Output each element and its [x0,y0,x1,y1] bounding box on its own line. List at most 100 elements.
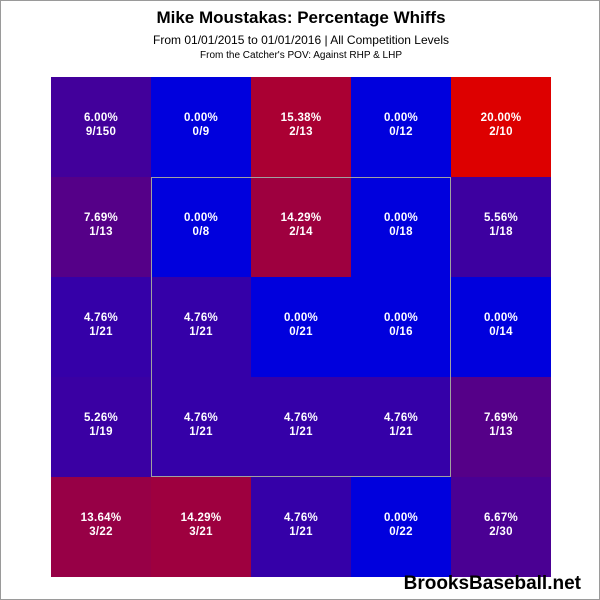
zone-cell-label: 6.00% 9/150 [51,111,151,139]
whiff-percentage: 15.38% [280,112,322,124]
zone-cell-r1-c3: 15.38% 2/13 [251,77,351,177]
whiff-percentage: 4.76% [283,412,319,424]
whiff-count: 1/13 [89,226,113,238]
whiff-count: 0/14 [489,326,513,338]
whiff-percentage: 0.00% [283,312,319,324]
zone-cell-label: 0.00% 0/9 [151,111,251,139]
whiff-percentage: 13.64% [80,512,122,524]
whiff-percentage: 4.76% [283,512,319,524]
whiff-count: 0/16 [389,326,413,338]
zone-cell-label: 0.00% 0/18 [351,211,451,239]
whiff-count: 1/19 [89,426,113,438]
whiff-count: 3/21 [189,526,213,538]
whiff-count: 3/22 [89,526,113,538]
zone-cell-label: 5.56% 1/18 [451,211,551,239]
zone-cell-label: 20.00% 2/10 [451,111,551,139]
whiff-count: 1/18 [489,226,513,238]
whiff-count: 0/21 [289,326,313,338]
whiff-percentage: 4.76% [383,412,419,424]
whiff-count: 1/21 [189,426,213,438]
whiff-count: 1/21 [89,326,113,338]
zone-cell-label: 4.76% 1/21 [251,411,351,439]
whiff-percentage: 0.00% [183,112,219,124]
whiff-count: 0/18 [389,226,413,238]
zone-cell-r3-c4: 0.00% 0/16 [351,277,451,377]
zone-cell-r1-c4: 0.00% 0/12 [351,77,451,177]
whiff-count: 2/13 [289,126,313,138]
zone-cell-r1-c1: 6.00% 9/150 [51,77,151,177]
zone-cell-r2-c4: 0.00% 0/18 [351,177,451,277]
zone-cell-label: 14.29% 2/14 [251,211,351,239]
zone-cell-label: 0.00% 0/21 [251,311,351,339]
zone-cell-label: 0.00% 0/22 [351,511,451,539]
zone-cell-label: 0.00% 0/8 [151,211,251,239]
zone-cell-r5-c5: 6.67% 2/30 [451,477,551,577]
whiff-percentage: 5.26% [83,412,119,424]
zone-cell-r5-c4: 0.00% 0/22 [351,477,451,577]
watermark: BrooksBaseball.net [403,573,581,594]
whiff-percentage: 4.76% [183,312,219,324]
zone-cell-r1-c5: 20.00% 2/10 [451,77,551,177]
whiff-count: 1/21 [389,426,413,438]
zone-cell-r4-c2: 4.76% 1/21 [151,377,251,477]
zone-cell-r3-c3: 0.00% 0/21 [251,277,351,377]
zone-cell-label: 6.67% 2/30 [451,511,551,539]
whiff-percentage: 7.69% [83,212,119,224]
whiff-count: 0/12 [389,126,413,138]
whiff-count: 0/8 [192,226,210,238]
whiff-percentage: 6.00% [83,112,119,124]
whiff-percentage: 6.67% [483,512,519,524]
chart-subtitle: From 01/01/2015 to 01/01/2016 | All Comp… [153,33,449,47]
zone-cell-label: 7.69% 1/13 [451,411,551,439]
zone-cell-r4-c5: 7.69% 1/13 [451,377,551,477]
zone-cell-r2-c3: 14.29% 2/14 [251,177,351,277]
zone-cell-label: 4.76% 1/21 [51,311,151,339]
whiff-count: 2/10 [489,126,513,138]
zone-cell-label: 13.64% 3/22 [51,511,151,539]
zone-cell-label: 14.29% 3/21 [151,511,251,539]
zone-cell-label: 0.00% 0/14 [451,311,551,339]
whiff-count: 1/21 [189,326,213,338]
zone-cell-r3-c1: 4.76% 1/21 [51,277,151,377]
whiff-percentage: 0.00% [383,512,419,524]
zone-cell-r3-c5: 0.00% 0/14 [451,277,551,377]
chart-title: Mike Moustakas: Percentage Whiffs [156,8,446,27]
whiff-count: 0/9 [192,126,210,138]
zone-cell-label: 0.00% 0/16 [351,311,451,339]
zone-cell-r4-c4: 4.76% 1/21 [351,377,451,477]
zone-cell-label: 4.76% 1/21 [151,311,251,339]
whiff-percentage: 0.00% [483,312,519,324]
whiff-count: 1/21 [289,426,313,438]
zone-cell-r2-c1: 7.69% 1/13 [51,177,151,277]
zone-cell-r2-c2: 0.00% 0/8 [151,177,251,277]
whiff-percentage: 0.00% [383,312,419,324]
whiff-percentage: 5.56% [483,212,519,224]
zone-cell-r3-c2: 4.76% 1/21 [151,277,251,377]
zone-heatmap: 6.00% 9/150 0.00% 0/9 15.38% 2/13 0.00% 0/12 20.… [51,77,551,577]
whiff-percentage: 4.76% [183,412,219,424]
whiff-percentage: 0.00% [183,212,219,224]
whiff-count: 0/22 [389,526,413,538]
zone-cell-label: 4.76% 1/21 [151,411,251,439]
zone-cell-r1-c2: 0.00% 0/9 [151,77,251,177]
zone-cell-label: 0.00% 0/12 [351,111,451,139]
whiff-percentage: 4.76% [83,312,119,324]
whiff-count: 2/30 [489,526,513,538]
zone-cell-label: 5.26% 1/19 [51,411,151,439]
chart-subtitle-pov: From the Catcher's POV: Against RHP & LH… [200,50,402,61]
zone-cell-r5-c3: 4.76% 1/21 [251,477,351,577]
whiff-percentage: 7.69% [483,412,519,424]
whiff-percentage: 14.29% [280,212,322,224]
whiff-percentage: 0.00% [383,212,419,224]
whiff-percentage: 20.00% [480,112,522,124]
whiff-count: 9/150 [85,126,117,138]
zone-cell-label: 15.38% 2/13 [251,111,351,139]
zone-cell-label: 4.76% 1/21 [351,411,451,439]
zone-cell-r2-c5: 5.56% 1/18 [451,177,551,277]
zone-cell-label: 7.69% 1/13 [51,211,151,239]
whiff-percentage: 0.00% [383,112,419,124]
zone-cell-r4-c1: 5.26% 1/19 [51,377,151,477]
zone-cell-r5-c1: 13.64% 3/22 [51,477,151,577]
zone-cell-r4-c3: 4.76% 1/21 [251,377,351,477]
